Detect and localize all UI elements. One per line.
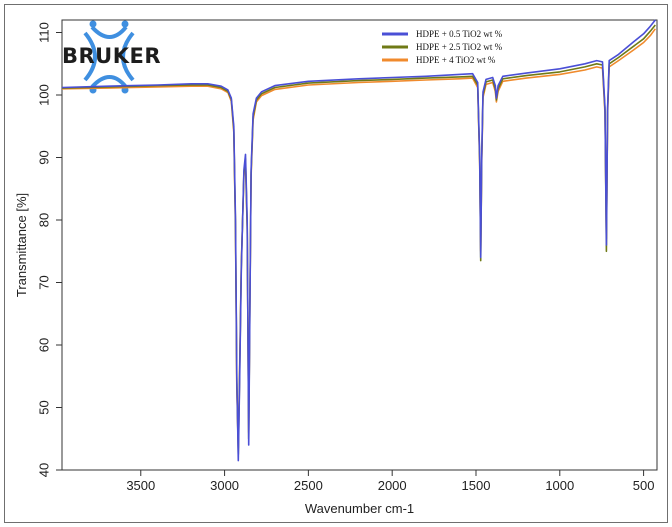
y-tick-label: 90 xyxy=(36,150,51,164)
bruker-logo: BRUKER xyxy=(62,20,161,94)
x-tick-label: 1000 xyxy=(545,478,574,493)
y-tick-label: 110 xyxy=(36,22,51,43)
legend-label: HDPE + 4 TiO2 wt % xyxy=(416,55,496,65)
chart-frame xyxy=(4,4,668,523)
series-line xyxy=(61,19,656,462)
y-tick-label: 50 xyxy=(36,400,51,414)
y-tick-label: 80 xyxy=(36,213,51,227)
x-tick-label: 500 xyxy=(633,478,655,493)
series-lines xyxy=(61,19,656,462)
x-axis-title: Wavenumber cm-1 xyxy=(305,501,414,516)
series-line xyxy=(61,24,656,456)
axes: 3500 3000 2500 2000 1500 1000 500 40 50 60 70 80 90 1… xyxy=(36,19,658,493)
x-tick-label: 3500 xyxy=(126,478,155,493)
y-axis-title: Transmittance [%] xyxy=(14,193,29,297)
x-tick-label: 1500 xyxy=(462,478,491,493)
y-tick-label: 40 xyxy=(36,463,51,477)
bruker-logo-emblem xyxy=(83,25,135,89)
y-tick-label: 100 xyxy=(36,84,51,106)
x-tick-label: 3000 xyxy=(210,478,239,493)
legend-label: HDPE + 0.5 TiO2 wt % xyxy=(416,29,503,39)
y-tick-label: 70 xyxy=(36,275,51,289)
x-tick-label: 2000 xyxy=(378,478,407,493)
y-tick-label: 60 xyxy=(36,338,51,352)
bruker-logo-text: BRUKER xyxy=(62,44,161,68)
series-line xyxy=(61,28,656,449)
x-tick-label: 2500 xyxy=(294,478,323,493)
plot-box xyxy=(61,19,658,471)
legend-label: HDPE + 2.5 TiO2 wt % xyxy=(416,42,503,52)
legend: HDPE + 0.5 TiO2 wt % HDPE + 2.5 TiO2 wt %… xyxy=(382,29,503,65)
